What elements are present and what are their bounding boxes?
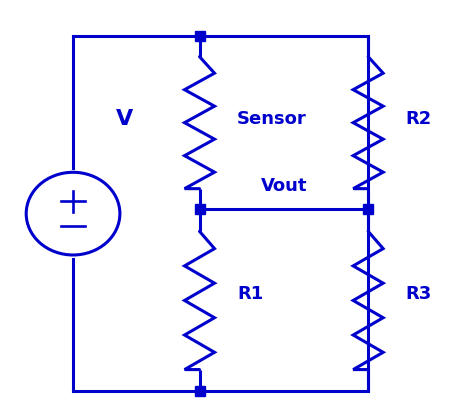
Text: R3: R3 [406,285,432,303]
Text: R1: R1 [237,285,263,303]
Text: V: V [116,109,133,129]
Text: Sensor: Sensor [237,109,307,127]
Circle shape [26,172,120,255]
Text: R2: R2 [406,109,432,127]
Text: Vout: Vout [261,177,307,195]
